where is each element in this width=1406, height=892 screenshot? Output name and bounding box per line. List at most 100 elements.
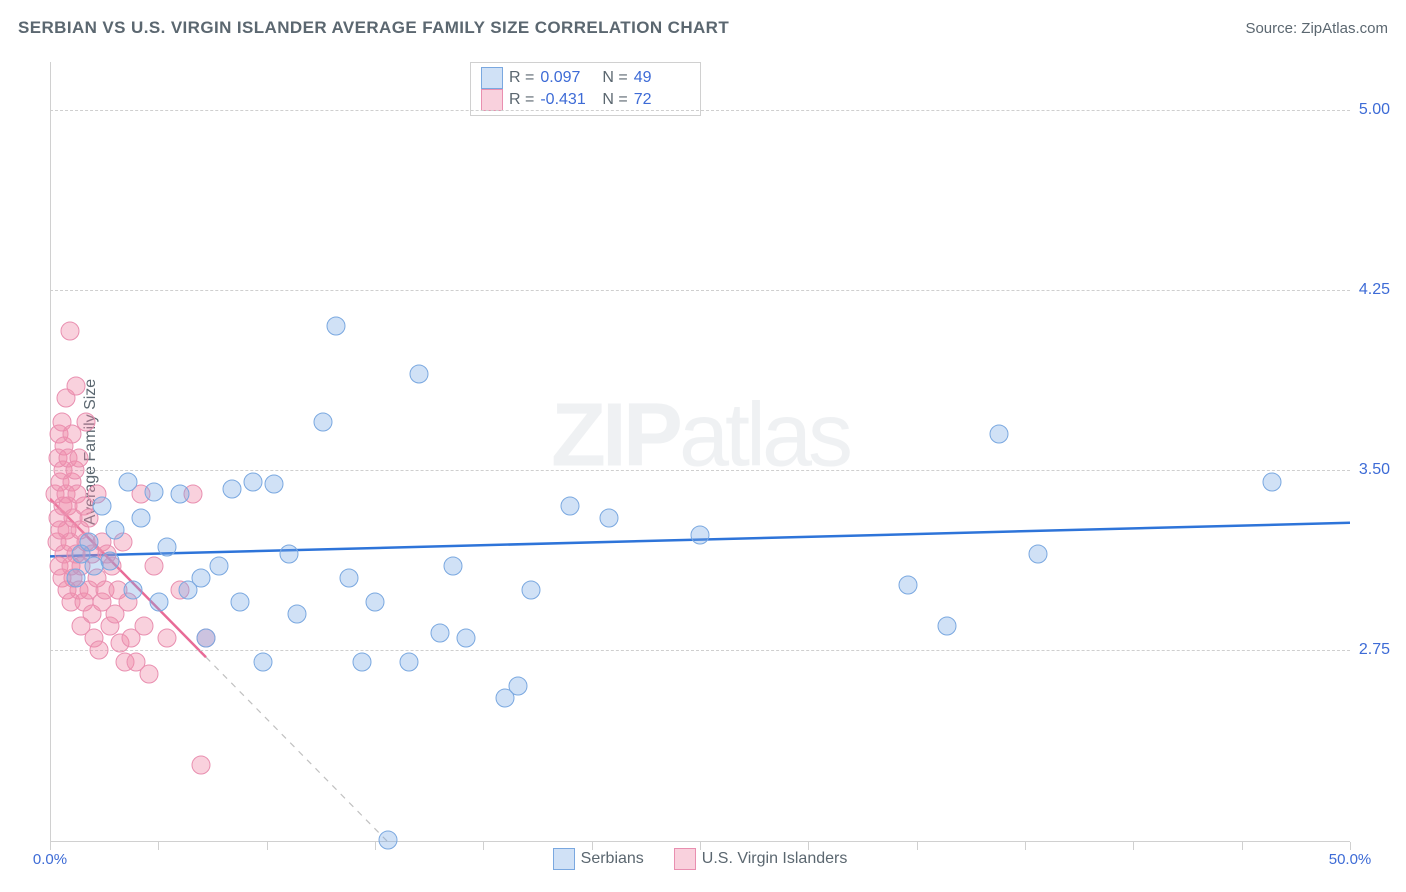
- x-tick: [483, 842, 484, 850]
- x-tick: [700, 842, 701, 850]
- x-tick: [158, 842, 159, 850]
- data-point: [379, 830, 398, 849]
- x-tick: [1350, 842, 1351, 850]
- data-point: [561, 497, 580, 516]
- stats-row-2: R = -0.431 N = 72: [481, 89, 690, 111]
- grid-line: [50, 470, 1350, 471]
- y-tick-label: 5.00: [1359, 101, 1390, 119]
- header: SERBIAN VS U.S. VIRGIN ISLANDER AVERAGE …: [18, 18, 1388, 38]
- source-label: Source: ZipAtlas.com: [1245, 20, 1388, 37]
- data-point: [77, 413, 96, 432]
- x-tick: [917, 842, 918, 850]
- data-point: [230, 593, 249, 612]
- data-point: [990, 425, 1009, 444]
- data-point: [431, 624, 450, 643]
- trend-lines: [50, 62, 1350, 842]
- data-point: [399, 653, 418, 672]
- plot-area: ZIPatlas R = 0.097 N = 49 R = -0.431 N =…: [50, 62, 1350, 842]
- x-tick-label: 50.0%: [1329, 851, 1372, 868]
- x-tick: [267, 842, 268, 850]
- data-point: [106, 521, 125, 540]
- data-point: [1029, 545, 1048, 564]
- data-point: [80, 533, 99, 552]
- data-point: [223, 480, 242, 499]
- x-tick: [50, 842, 51, 850]
- data-point: [243, 473, 262, 492]
- data-point: [60, 321, 79, 340]
- r-label-2: R =: [509, 91, 534, 109]
- data-point: [191, 569, 210, 588]
- data-point: [353, 653, 372, 672]
- x-tick: [1133, 842, 1134, 850]
- data-point: [150, 593, 169, 612]
- r-val-2: -0.431: [540, 91, 596, 109]
- data-point: [264, 475, 283, 494]
- data-point: [600, 509, 619, 528]
- swatch-2: [481, 89, 503, 111]
- data-point: [132, 509, 151, 528]
- data-point: [93, 497, 112, 516]
- data-point: [366, 593, 385, 612]
- r-label-1: R =: [509, 69, 534, 87]
- y-tick-label: 4.25: [1359, 281, 1390, 299]
- n-val-2: 72: [634, 91, 690, 109]
- n-label-2: N =: [602, 91, 627, 109]
- legend-swatch-1: [553, 848, 575, 870]
- plot-wrap: Average Family Size ZIPatlas R = 0.097 N…: [50, 62, 1385, 842]
- data-point: [280, 545, 299, 564]
- y-tick-label: 3.50: [1359, 461, 1390, 479]
- data-point: [69, 449, 88, 468]
- legend-swatch-2: [674, 848, 696, 870]
- x-tick: [1025, 842, 1026, 850]
- swatch-1: [481, 67, 503, 89]
- data-point: [171, 485, 190, 504]
- data-point: [691, 525, 710, 544]
- data-point: [327, 317, 346, 336]
- data-point: [191, 756, 210, 775]
- data-point: [210, 557, 229, 576]
- stats-row-1: R = 0.097 N = 49: [481, 67, 690, 89]
- data-point: [457, 629, 476, 648]
- n-label-1: N =: [602, 69, 627, 87]
- x-tick-label: 0.0%: [33, 851, 67, 868]
- stats-legend: R = 0.097 N = 49 R = -0.431 N = 72: [470, 62, 701, 116]
- x-tick: [1242, 842, 1243, 850]
- grid-line: [50, 650, 1350, 651]
- data-point: [444, 557, 463, 576]
- legend-item-1: Serbians: [553, 848, 644, 870]
- data-point: [119, 473, 138, 492]
- data-point: [124, 581, 143, 600]
- data-point: [288, 605, 307, 624]
- data-point: [67, 569, 86, 588]
- data-point: [1263, 473, 1282, 492]
- data-point: [938, 617, 957, 636]
- data-point: [134, 617, 153, 636]
- data-point: [100, 552, 119, 571]
- data-point: [158, 629, 177, 648]
- x-tick: [808, 842, 809, 850]
- series-legend: Serbians U.S. Virgin Islanders: [50, 848, 1350, 870]
- grid-line: [50, 290, 1350, 291]
- data-point: [145, 557, 164, 576]
- data-point: [899, 576, 918, 595]
- data-point: [314, 413, 333, 432]
- legend-label-2: U.S. Virgin Islanders: [702, 850, 848, 868]
- data-point: [158, 537, 177, 556]
- data-point: [145, 482, 164, 501]
- n-val-1: 49: [634, 69, 690, 87]
- data-point: [139, 665, 158, 684]
- data-point: [340, 569, 359, 588]
- data-point: [197, 629, 216, 648]
- legend-label-1: Serbians: [581, 850, 644, 868]
- data-point: [522, 581, 541, 600]
- legend-item-2: U.S. Virgin Islanders: [674, 848, 848, 870]
- r-val-1: 0.097: [540, 69, 596, 87]
- data-point: [67, 377, 86, 396]
- y-tick-label: 2.75: [1359, 641, 1390, 659]
- x-tick: [592, 842, 593, 850]
- data-point: [254, 653, 273, 672]
- data-point: [410, 365, 429, 384]
- chart-title: SERBIAN VS U.S. VIRGIN ISLANDER AVERAGE …: [18, 18, 729, 38]
- grid-line: [50, 110, 1350, 111]
- x-tick: [375, 842, 376, 850]
